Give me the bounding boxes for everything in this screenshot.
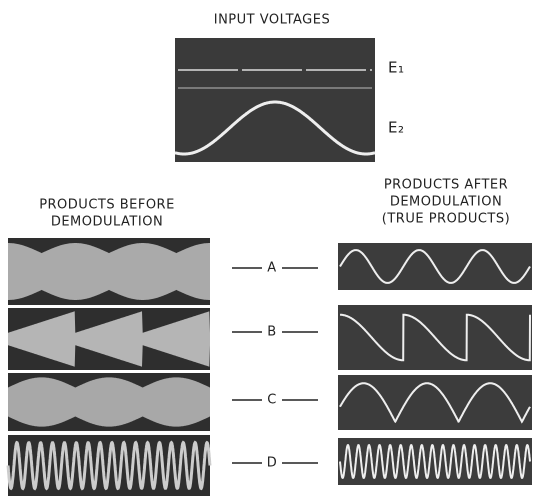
- row-label: A: [267, 261, 276, 276]
- heading: PRODUCTS BEFORE: [39, 198, 175, 213]
- row-label: C: [267, 393, 277, 408]
- scope-input: [175, 38, 375, 162]
- heading: DEMODULATION: [390, 195, 502, 210]
- heading: PRODUCTS AFTER: [384, 178, 508, 193]
- title: INPUT VOLTAGES: [214, 13, 330, 28]
- input-label: E₂: [388, 119, 405, 137]
- heading: (TRUE PRODUCTS): [382, 212, 510, 227]
- heading: DEMODULATION: [51, 215, 163, 230]
- waveform: [8, 377, 210, 426]
- row-label: D: [267, 456, 278, 471]
- row-label: B: [267, 325, 276, 340]
- figure: INPUT VOLTAGES E₁ E₂ PRODUCTS BEFORE DEM…: [0, 0, 544, 496]
- input-label: E₁: [388, 59, 405, 77]
